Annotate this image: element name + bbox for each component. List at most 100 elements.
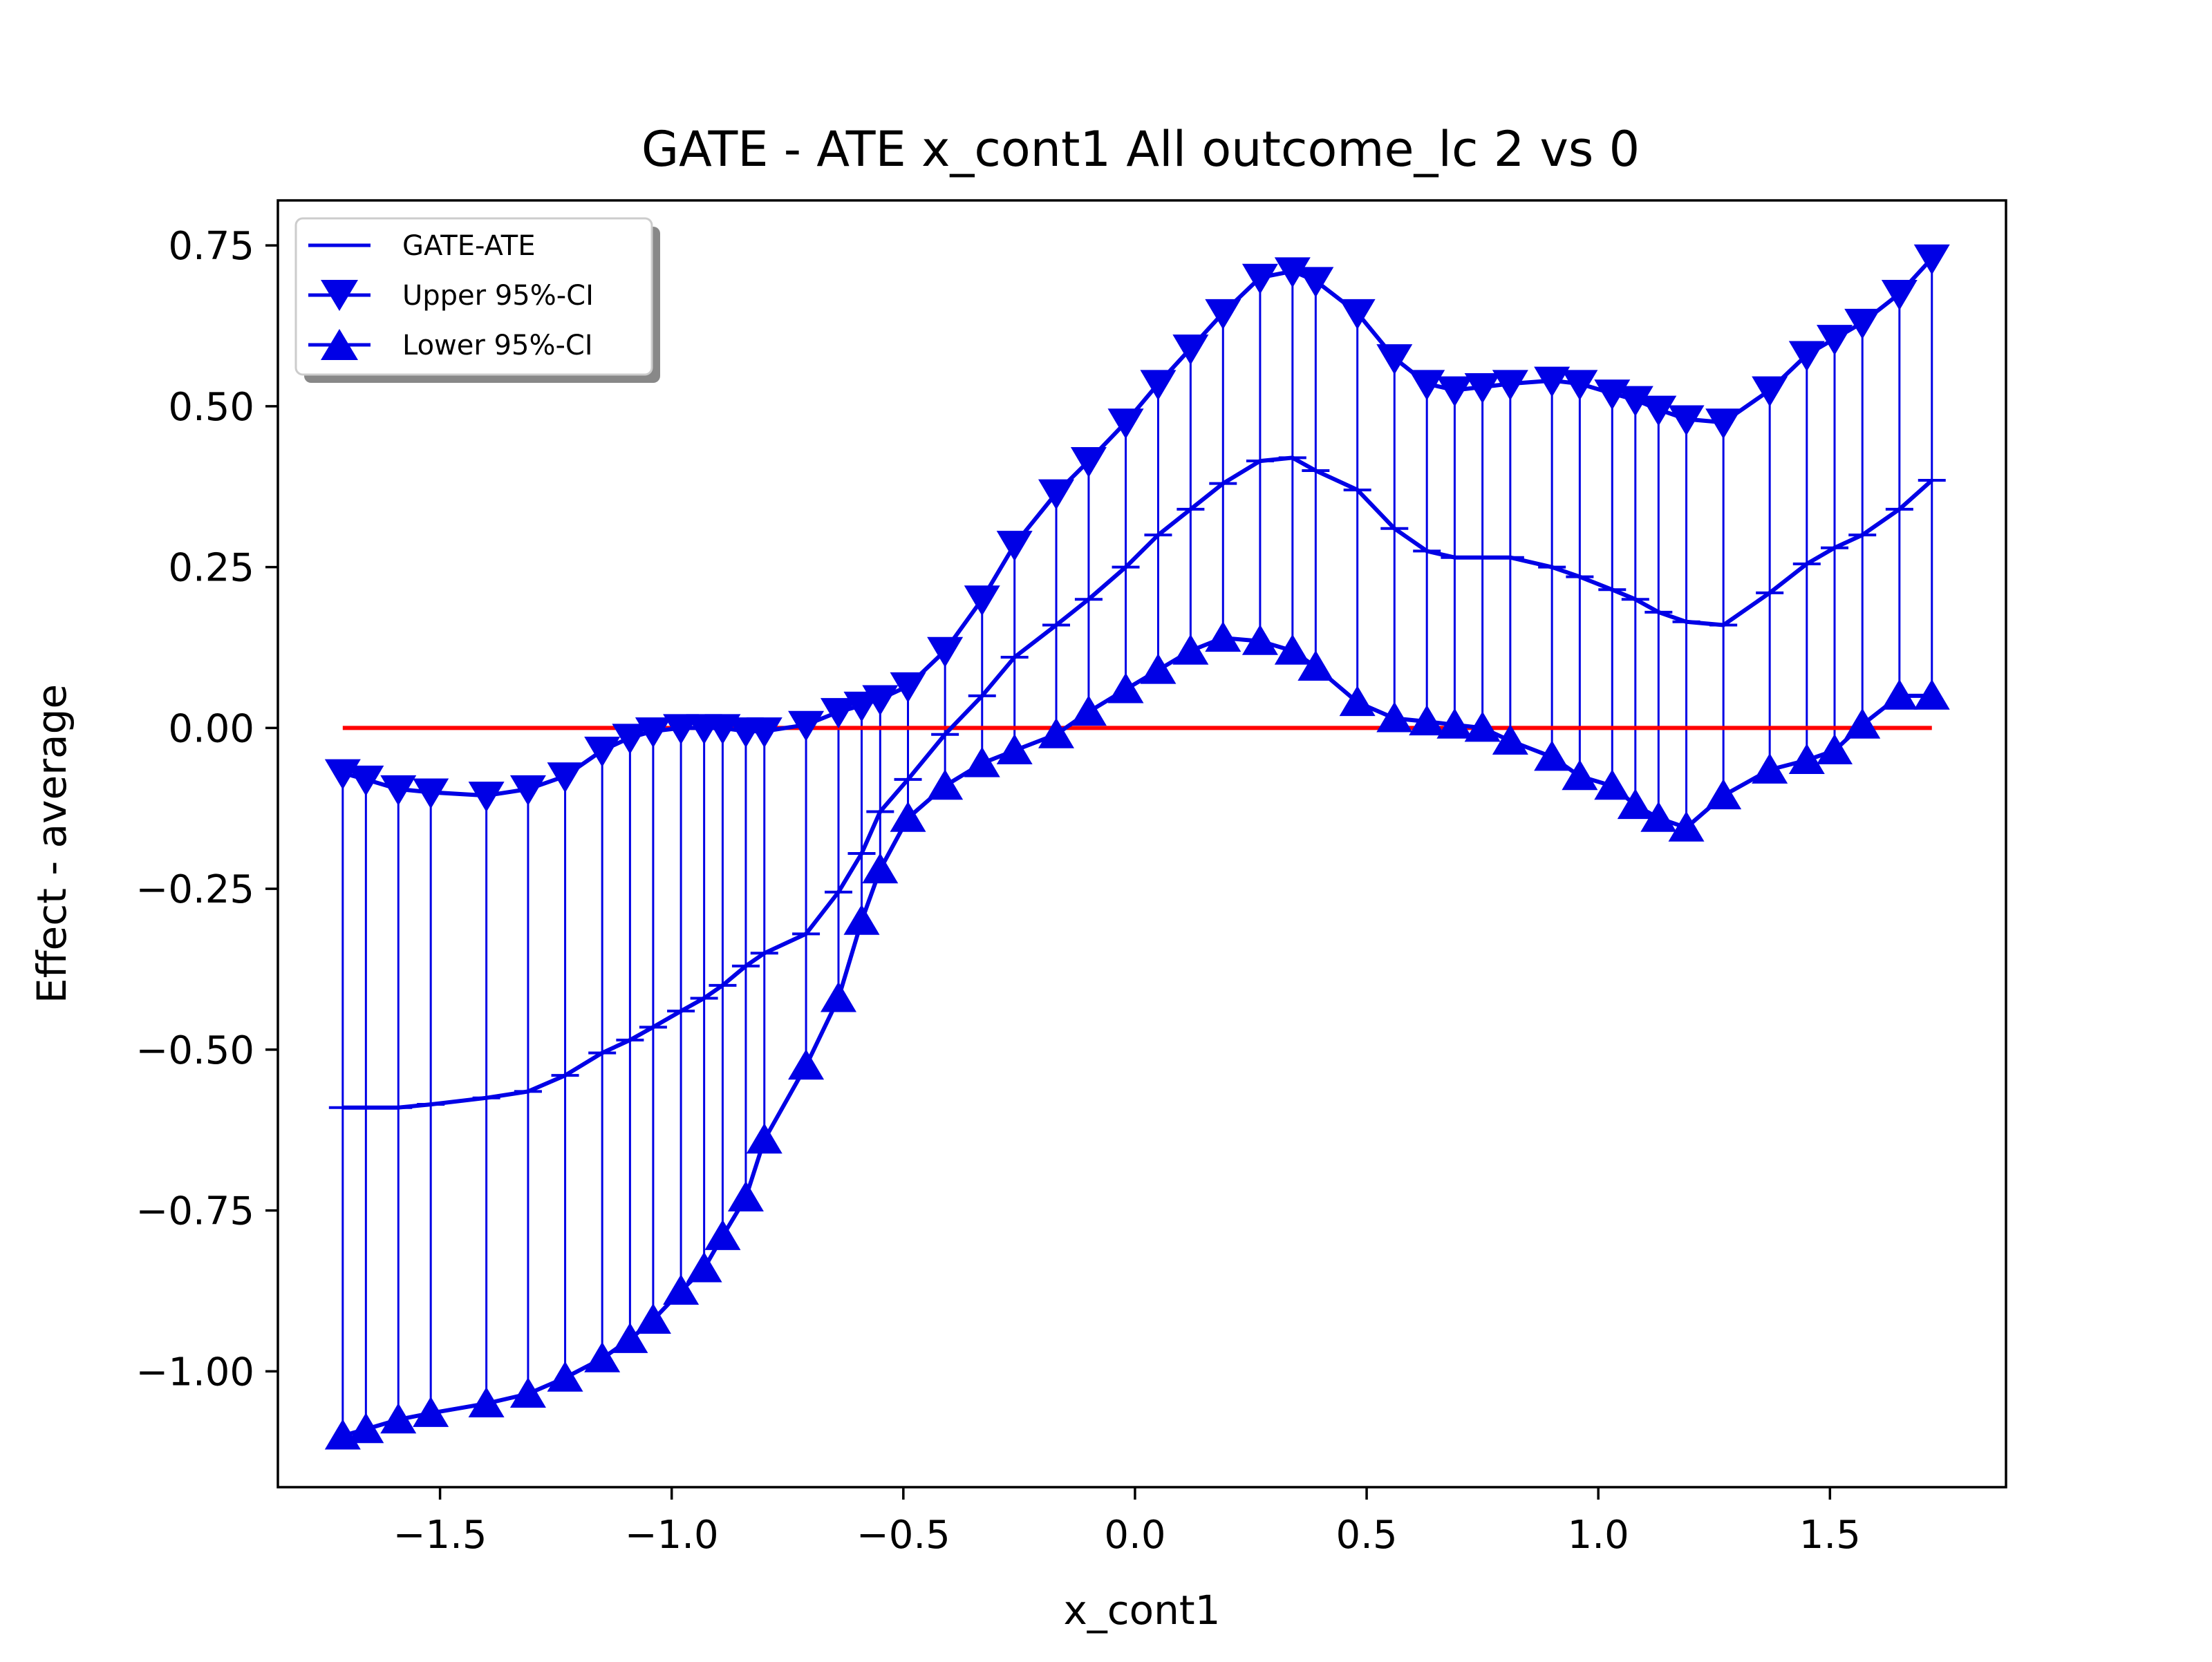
x-tick-label: −1.0 [625,1513,719,1558]
legend-label-lower-ci: Lower 95%-CI [402,330,593,361]
lower-ci-point [663,1274,700,1305]
upper-ci-point [1038,479,1075,510]
upper-ci-point [996,531,1033,562]
lower-ci-point [1492,724,1528,755]
upper-ci-point [820,698,856,729]
x-tick-label: −0.5 [856,1513,950,1558]
upper-ci-point [862,685,899,716]
lower-ci-point [1436,708,1473,739]
upper-ci-point [1274,257,1311,288]
lower-ci-point [1070,695,1107,726]
upper-ci-point [1172,334,1209,366]
upper-ci-point [509,775,546,806]
upper-ci-point [468,782,505,813]
legend-label-upper-ci: Upper 95%-CI [402,280,594,312]
lower-ci-point [348,1413,384,1444]
x-tick-label: −1.5 [393,1513,487,1558]
x-tick-label: 1.0 [1568,1513,1629,1558]
lower-ci-point [1534,740,1571,771]
lower-ci-point [1241,624,1278,655]
upper-ci-point [1668,405,1705,436]
upper-ci-point [1464,372,1501,404]
upper-ci-point [1788,341,1825,372]
lower-ci-point [1274,634,1311,665]
lower-ci-point [686,1252,722,1283]
lower-ci-point [1617,788,1653,820]
upper-ci-point [964,585,1000,616]
y-tick-label: 0.25 [168,546,254,591]
lower-ci-point [1172,634,1209,665]
upper-ci-point [788,710,825,742]
y-tick-label: −0.75 [135,1189,254,1234]
lower-ci-point [1844,708,1881,739]
lower-ci-point [1464,711,1501,742]
lower-ci-point [890,801,926,832]
upper-ci-point [547,762,583,793]
lower-ci-point [996,734,1033,765]
legend: GATE-ATE Upper 95%-CI Lower 95%-CI [294,217,660,383]
x-tick-label: 0.5 [1336,1513,1398,1558]
x-tick-label: 1.5 [1799,1513,1861,1558]
lower-ci-point [1752,753,1788,784]
lower-ci-point [1409,705,1445,736]
lower-ci-point [820,981,856,1012]
lower-ci-point [727,1181,764,1212]
lower-ci-point [862,853,899,884]
upper-ci-point [348,765,384,796]
legend-label-gate-ate: GATE-ATE [402,230,535,262]
y-tick-label: 0.50 [168,385,254,430]
upper-ci-point [584,737,621,768]
upper-ci-point [1409,370,1445,401]
lower-ci-point [547,1361,583,1392]
upper-ci-point [663,714,700,745]
y-tick-label: −0.50 [135,1028,254,1073]
y-tick-label: 0.00 [168,706,254,751]
upper-ci-point [746,717,782,748]
upper-ci-point [1817,325,1853,356]
upper-ci-point [927,636,964,668]
lower-ci-point [1107,672,1144,703]
upper-ci-point [1436,376,1473,407]
y-tick-label: −0.25 [135,867,254,912]
x-tick-label: 0.0 [1104,1513,1165,1558]
upper-ci-point [1705,408,1742,440]
upper-ci-point [635,717,671,748]
plot-area [324,244,1950,1450]
legend-marker-lower-ci [321,329,358,360]
upper-ci-point [1752,376,1788,407]
upper-ci-point [1492,370,1528,401]
upper-ci-point [380,775,417,806]
lower-ci-point [1668,811,1705,842]
lower-ci-point [843,904,880,935]
y-tick-label: −1.00 [135,1350,254,1395]
lower-ci-point [468,1386,505,1417]
upper-ci-point [1339,299,1376,330]
upper-ci-point [890,672,926,703]
lower-ci-point [1297,650,1334,681]
upper-ci-point [1640,395,1677,426]
lower-ci-point [413,1396,449,1427]
x-axis-label: x_cont1 [1063,1587,1220,1634]
lower-ci-point [1339,686,1376,717]
upper-ci-point [1140,370,1177,401]
lower-ci-point [509,1377,546,1408]
upper-ci-point [1617,386,1653,417]
lower-ci-point [1038,717,1075,748]
upper-ci-point [1562,370,1598,401]
upper-ci-point [1534,366,1571,397]
lower-ci-point [612,1322,648,1353]
chart-title: GATE - ATE x_cont1 All outcome_lc 2 vs 0 [641,121,1640,178]
upper-ci-point [1297,267,1334,298]
lower-ci-point [746,1123,782,1154]
lower-ci-point [584,1341,621,1372]
lower-ci-point [704,1219,741,1250]
lower-ci-point [1913,679,1950,710]
upper-ci-point [1376,344,1413,375]
lower-ci-point [635,1303,671,1334]
legend-box [294,217,653,376]
plot-frame [276,199,2007,1489]
lower-ci-point [1376,701,1413,733]
upper-ci-point [1241,263,1278,294]
